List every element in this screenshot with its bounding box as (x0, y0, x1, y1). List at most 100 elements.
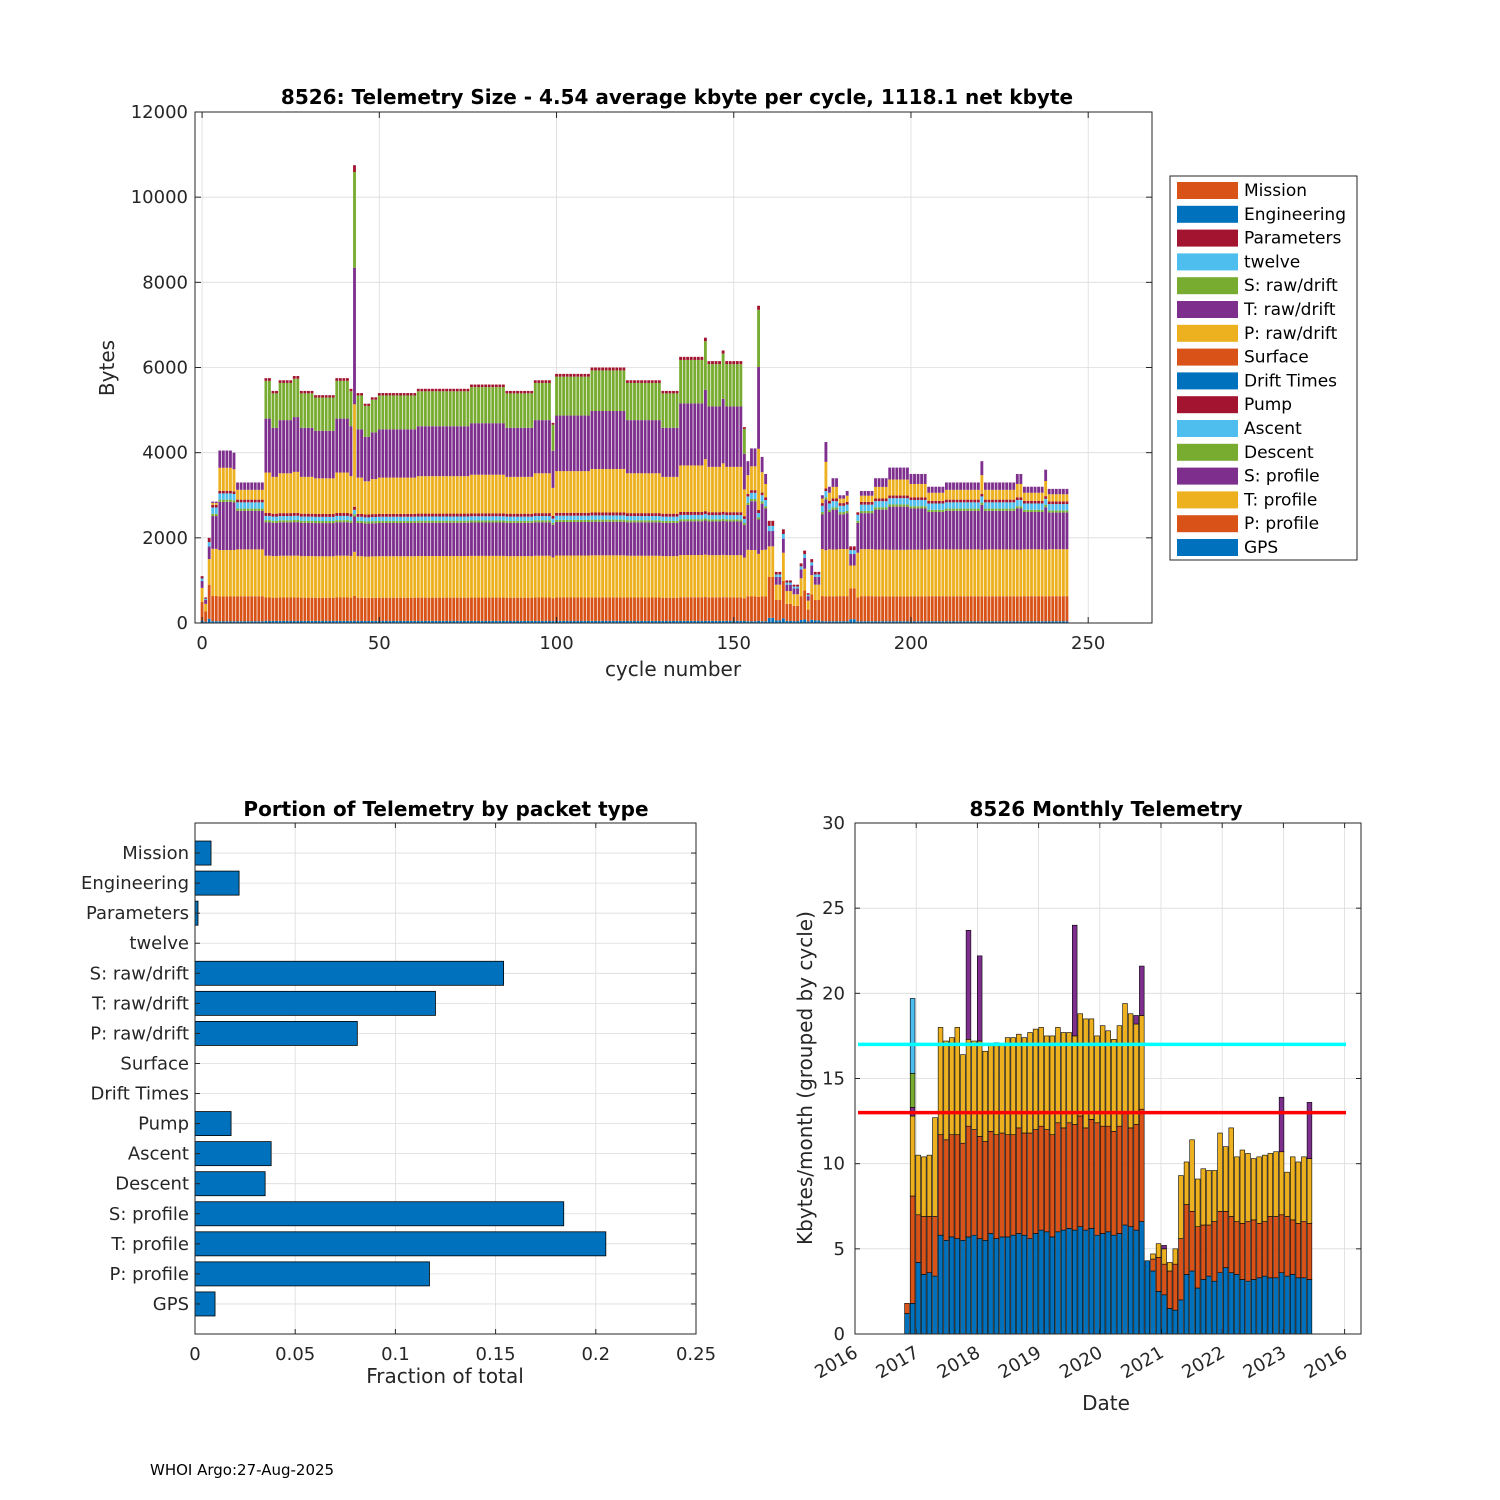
month-bar-segment (1172, 1309, 1178, 1335)
bar-segment (976, 510, 980, 550)
bar-segment (618, 519, 622, 522)
cycle-bar (672, 390, 675, 623)
bar-segment (278, 522, 282, 556)
bar-segment (363, 556, 367, 598)
bar-segment (484, 423, 488, 475)
bar-segment (416, 520, 420, 523)
month-bar-segment (1105, 1231, 1111, 1335)
bar-segment (377, 393, 381, 396)
bar-segment (321, 556, 325, 598)
cycle-bar (803, 550, 807, 623)
legend-swatch-s-profile (1177, 467, 1238, 485)
bar-segment (466, 556, 470, 598)
bar-segment (1054, 504, 1058, 511)
bar-segment (796, 621, 799, 623)
bar-segment (1001, 510, 1005, 550)
cycle-bar (874, 478, 877, 623)
bar-segment (207, 559, 211, 585)
bar-segment (480, 513, 484, 517)
y-tick-label: 0 (177, 613, 188, 634)
bar-segment (406, 620, 410, 623)
bar-segment (636, 516, 640, 521)
cycle-bar (218, 450, 222, 623)
bar-segment (225, 550, 229, 597)
bar-segment (618, 515, 622, 520)
bar-segment (647, 513, 651, 517)
month-bar-segment (932, 1275, 938, 1335)
bar-segment (909, 508, 913, 550)
bar-segment (831, 507, 835, 510)
bar-segment (622, 555, 626, 598)
bar-segment (927, 621, 931, 623)
bar-segment (838, 512, 842, 515)
bar-segment (920, 497, 924, 500)
bar-segment (813, 571, 817, 575)
bar-segment (640, 513, 644, 517)
bar-segment (565, 597, 569, 621)
bar-segment (477, 516, 480, 521)
bar-segment (721, 353, 725, 399)
bar-segment (207, 584, 211, 619)
bar-segment (494, 384, 498, 388)
cycle-bar (225, 450, 229, 623)
month-bar-segment (909, 1195, 916, 1304)
bar-segment (686, 511, 690, 515)
bar-segment (962, 510, 966, 550)
bar-segment (381, 522, 385, 557)
bar-segment (923, 506, 927, 509)
bar-segment (742, 428, 746, 454)
bar-segment (427, 426, 431, 477)
portion-bar-p-raw-drift (194, 1020, 358, 1046)
cycle-bar (200, 576, 204, 623)
bar-segment (611, 519, 615, 522)
month-bar-segment (1301, 1156, 1307, 1222)
bar-segment (491, 474, 495, 514)
bar-segment (200, 580, 204, 588)
month-bar-segment (949, 1134, 955, 1238)
bar-segment (470, 387, 473, 424)
bar-segment (367, 405, 371, 437)
month-bar-segment (1234, 1274, 1240, 1335)
bar-segment (1030, 549, 1033, 597)
bar-segment (966, 502, 970, 509)
bar-segment (771, 546, 775, 578)
bar-segment (349, 516, 353, 521)
bar-segment (1012, 510, 1016, 550)
bar-segment (746, 621, 750, 623)
bar-segment (725, 406, 729, 467)
cycle-bar (721, 350, 725, 623)
bar-segment (271, 520, 275, 523)
bar-segment (923, 473, 927, 484)
bar-segment (434, 476, 438, 514)
bar-segment (923, 508, 927, 550)
bar-segment (275, 393, 278, 428)
bar-segment (994, 510, 998, 550)
bar-segment (229, 499, 232, 502)
bar-segment (1026, 486, 1030, 493)
bar-segment (236, 482, 239, 490)
bar-segment (721, 398, 725, 464)
bar-segment (824, 491, 828, 498)
cycle-bar (1033, 486, 1037, 623)
bar-segment (774, 620, 778, 623)
portion-grid (194, 823, 697, 1334)
bar-segment (686, 521, 690, 556)
month-bar-segment (1004, 1134, 1011, 1238)
bar-segment (1047, 504, 1051, 511)
bar-segment (1054, 621, 1058, 623)
bar-segment (937, 500, 941, 504)
y-tick-label: 6000 (142, 358, 188, 379)
bar-segment (413, 620, 417, 623)
bar-segment (742, 523, 746, 526)
bar-segment (824, 499, 828, 551)
bar-segment (1001, 489, 1005, 500)
bar-segment (654, 522, 658, 556)
cycle-bar (221, 450, 225, 623)
bar-segment (615, 521, 619, 556)
bar-segment (774, 571, 778, 575)
bar-segment (367, 436, 371, 482)
bar-segment (643, 516, 647, 521)
bar-segment (1051, 512, 1055, 550)
bar-segment (484, 384, 488, 388)
bar-segment (849, 588, 853, 620)
